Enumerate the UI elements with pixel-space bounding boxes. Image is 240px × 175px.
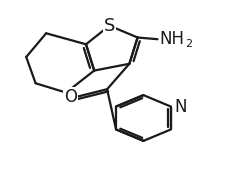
Text: N: N xyxy=(174,98,187,116)
Text: NH: NH xyxy=(160,30,185,48)
Text: S: S xyxy=(104,17,115,35)
Text: 2: 2 xyxy=(185,39,192,49)
Text: O: O xyxy=(64,88,77,106)
